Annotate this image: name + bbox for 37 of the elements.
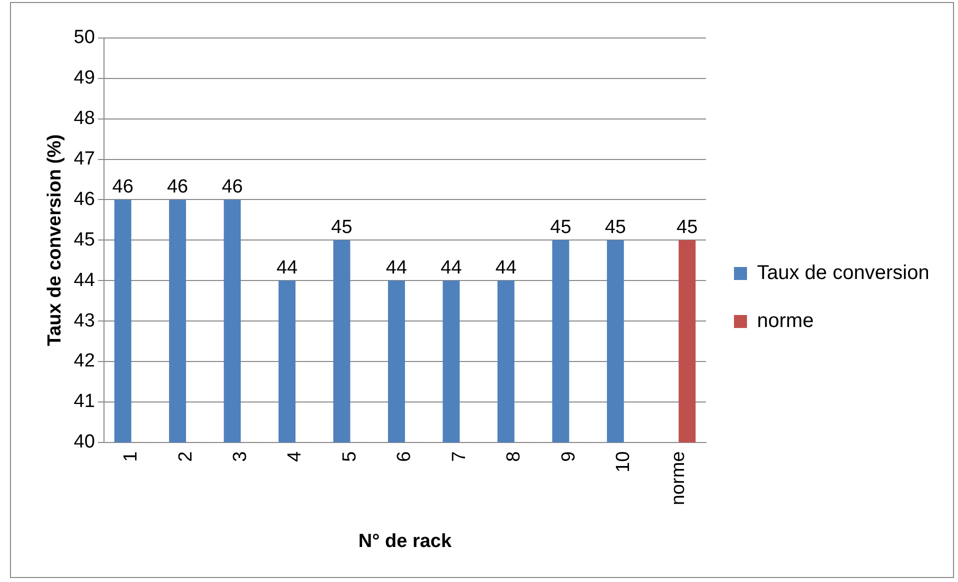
data-label: 44 (386, 257, 408, 278)
y-axis-title: Taux de conversion (%) (44, 134, 66, 346)
y-tick-label: 42 (74, 350, 95, 372)
y-tick-label: 44 (74, 270, 96, 291)
data-label: 44 (495, 257, 517, 278)
x-tick-label: 1 (120, 451, 142, 462)
data-label: 45 (331, 216, 352, 238)
data-label: 44 (440, 257, 462, 278)
data-label: 45 (604, 216, 626, 238)
x-tick-label: 5 (339, 451, 360, 462)
x-tick-label: 6 (394, 451, 416, 462)
data-label: 46 (166, 176, 188, 198)
data-label: 46 (112, 176, 134, 198)
x-tick-label: 9 (558, 451, 580, 462)
x-tick-label: 2 (175, 451, 196, 462)
y-tick-label: 48 (74, 108, 95, 130)
x-tick-label: 8 (504, 451, 525, 462)
y-tick-label: 50 (74, 27, 95, 48)
y-tick-label: 43 (74, 310, 95, 332)
legend-label: Taux de conversion (757, 262, 930, 284)
data-label: 45 (676, 216, 698, 238)
x-tick-label: 7 (448, 451, 470, 462)
data-label: 45 (550, 216, 572, 238)
y-tick-label: 41 (74, 391, 95, 412)
x-tick-label: 3 (230, 451, 251, 462)
y-tick-label: 45 (74, 229, 95, 250)
x-tick-label: 10 (613, 451, 634, 472)
y-tick-label: 47 (74, 148, 95, 170)
y-tick-label: 40 (74, 432, 95, 453)
x-tick-label: norme (668, 451, 689, 506)
data-label: 44 (276, 257, 298, 278)
legend-label: norme (757, 310, 814, 332)
y-tick-label: 46 (74, 188, 95, 210)
x-tick-label: 4 (284, 450, 306, 462)
y-tick-label: 49 (74, 68, 95, 89)
data-label: 46 (222, 176, 243, 198)
x-axis-title: N° de rack (358, 530, 452, 552)
